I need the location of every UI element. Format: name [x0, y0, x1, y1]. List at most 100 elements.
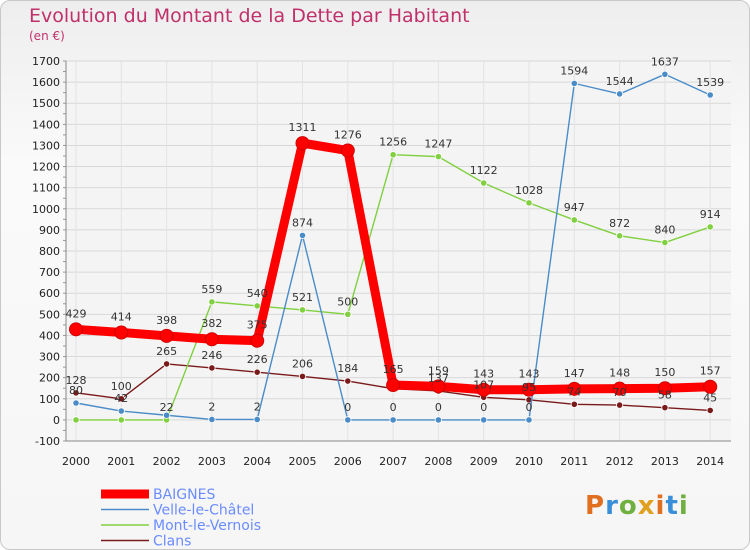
data-label: 0 — [344, 401, 351, 414]
data-point — [434, 416, 442, 424]
data-point — [208, 298, 216, 306]
data-label: 42 — [114, 392, 128, 405]
data-point — [117, 407, 125, 415]
y-tick-label: 500 — [39, 308, 60, 321]
data-point — [117, 395, 125, 403]
data-label: 559 — [201, 283, 222, 296]
data-label: 95 — [522, 381, 536, 394]
y-tick-label: 1400 — [32, 118, 60, 131]
x-tick-label: 2002 — [153, 455, 181, 468]
data-label: 1276 — [334, 129, 362, 142]
y-tick-label: 1500 — [32, 97, 60, 110]
data-label: 70 — [613, 386, 627, 399]
data-point — [163, 360, 171, 368]
data-label: 265 — [156, 345, 177, 358]
y-tick-label: 100 — [39, 393, 60, 406]
data-label: 500 — [337, 295, 358, 308]
data-label: 1122 — [470, 164, 498, 177]
y-tick-label: 1700 — [32, 55, 60, 68]
data-point — [344, 377, 352, 385]
data-label: 2 — [208, 400, 215, 413]
data-label: 521 — [292, 291, 313, 304]
x-tick-label: 2012 — [606, 455, 634, 468]
data-point — [480, 416, 488, 424]
data-label: 157 — [700, 365, 721, 378]
data-point — [703, 379, 718, 394]
data-label: 0 — [435, 401, 442, 414]
data-point — [295, 136, 310, 151]
x-tick-label: 2003 — [198, 455, 226, 468]
data-label: 540 — [247, 287, 268, 300]
legend-label: Velle-le-Châtel — [153, 503, 254, 519]
data-label: 872 — [609, 217, 630, 230]
y-tick-label: -100 — [35, 435, 60, 448]
data-label: 414 — [111, 310, 132, 323]
chart-unit-label: (en €) — [29, 29, 65, 43]
data-label: 398 — [156, 314, 177, 327]
data-point — [431, 379, 446, 394]
y-tick-label: 900 — [39, 224, 60, 237]
data-point — [476, 382, 491, 397]
y-tick-label: 300 — [39, 351, 60, 364]
x-tick-label: 2001 — [107, 455, 135, 468]
data-point — [570, 216, 578, 224]
data-point — [389, 416, 397, 424]
data-point — [159, 328, 174, 343]
y-tick-label: 1000 — [32, 203, 60, 216]
x-tick-label: 2005 — [289, 455, 317, 468]
data-label: 1028 — [515, 184, 543, 197]
data-point — [253, 368, 261, 376]
data-label: 137 — [428, 372, 449, 385]
data-point — [525, 199, 533, 207]
data-point — [163, 411, 171, 419]
data-label: 1539 — [696, 76, 724, 89]
data-point — [117, 416, 125, 424]
data-point — [612, 381, 627, 396]
data-point — [706, 91, 714, 99]
data-label: 375 — [247, 319, 268, 332]
data-label: 1594 — [560, 64, 588, 77]
data-label: 74 — [567, 385, 581, 398]
data-point — [661, 404, 669, 412]
y-tick-label: 1100 — [32, 182, 60, 195]
data-label: 107 — [473, 378, 494, 391]
data-point — [208, 415, 216, 424]
y-tick-label: 400 — [39, 329, 60, 342]
data-point — [615, 401, 624, 409]
data-label: 143 — [473, 368, 494, 381]
data-point — [72, 389, 80, 397]
data-point — [253, 415, 261, 424]
data-point — [615, 90, 624, 98]
data-label: 128 — [66, 374, 87, 387]
data-label: 58 — [658, 389, 672, 402]
data-point — [615, 232, 624, 240]
legend-label: Clans — [153, 534, 191, 550]
data-label: 0 — [480, 401, 487, 414]
data-label: 45 — [703, 391, 717, 404]
y-tick-label: 800 — [39, 245, 60, 258]
data-point — [340, 143, 355, 158]
data-point — [525, 416, 533, 424]
y-tick-label: 1600 — [32, 76, 60, 89]
x-tick-label: 2004 — [243, 455, 271, 468]
y-tick-label: 1300 — [32, 139, 60, 152]
data-label: 0 — [526, 401, 533, 414]
data-point — [250, 333, 265, 348]
data-label: 150 — [654, 366, 675, 379]
data-label: 1247 — [424, 138, 452, 151]
data-label: 0 — [390, 401, 397, 414]
data-label: 914 — [700, 208, 721, 221]
chart-title: Evolution du Montant de la Dette par Hab… — [29, 5, 470, 27]
data-point — [298, 231, 307, 239]
data-label: 2 — [254, 400, 261, 413]
logo-letter: r — [605, 491, 619, 521]
data-point — [72, 416, 80, 424]
data-point — [480, 179, 488, 187]
data-point — [208, 364, 216, 372]
data-point — [204, 332, 219, 347]
data-label: 206 — [292, 357, 313, 370]
x-tick-label: 2013 — [651, 455, 679, 468]
y-tick-label: 1200 — [32, 161, 60, 174]
data-point — [657, 381, 672, 396]
